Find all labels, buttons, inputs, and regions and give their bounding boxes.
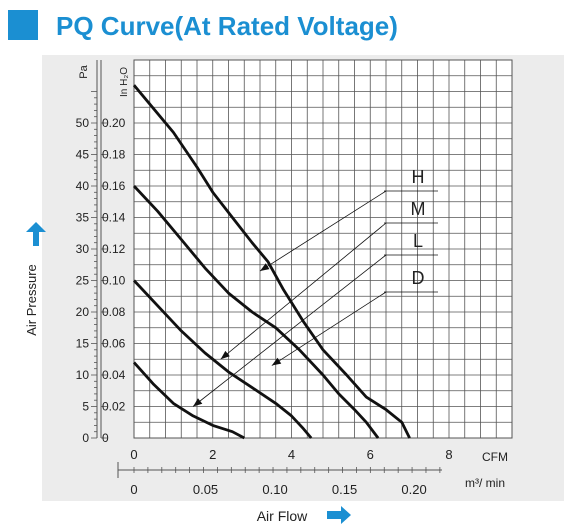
y-axis-arrow-icon <box>26 222 46 246</box>
metric-tick-label: 0 <box>130 482 137 497</box>
series-M-line <box>132 185 380 439</box>
x-axis-arrow-icon <box>327 506 351 524</box>
inh2o-tick-label: 0.12 <box>102 242 126 256</box>
grid <box>133 59 513 439</box>
plot-border <box>133 59 513 439</box>
label-group: 0510152025303540455000.020.040.060.080.1… <box>24 64 508 524</box>
pa-tick-label: 25 <box>76 274 90 288</box>
pa-tick-label: 20 <box>76 305 90 319</box>
callout-arrowhead-icon <box>271 357 282 366</box>
callout-label-D: D <box>412 268 425 288</box>
pa-tick-label: 50 <box>76 116 90 130</box>
cfm-tick-label: 4 <box>288 447 295 462</box>
callout-label-H: H <box>412 167 425 187</box>
page-title: PQ Curve(At Rated Voltage) <box>56 11 398 41</box>
inh2o-tick-label: 0.10 <box>102 274 126 288</box>
pa-tick-label: 5 <box>82 400 89 414</box>
inh2o-tick-label: 0.02 <box>102 400 126 414</box>
inh2o-tick-label: 0.14 <box>102 211 126 225</box>
y-axis-title: Air Pressure <box>24 264 39 336</box>
axes <box>91 60 442 478</box>
series-H-line <box>132 84 411 439</box>
pa-tick-label: 40 <box>76 179 90 193</box>
inh2o-tick-label: 0 <box>102 431 109 445</box>
metric-tick-label: 0.10 <box>262 482 287 497</box>
pa-tick-label: 35 <box>76 211 90 225</box>
callout-leader <box>271 291 387 366</box>
series-D-line <box>132 361 245 440</box>
metric-tick-label: 0.20 <box>401 482 426 497</box>
callout-leader <box>220 222 387 360</box>
pa-tick-label: 45 <box>76 148 90 162</box>
inh2o-tick-label: 0.08 <box>102 305 126 319</box>
cfm-tick-label: 8 <box>445 447 452 462</box>
cfm-tick-label: 2 <box>209 447 216 462</box>
callout-leader <box>259 190 387 272</box>
series-L-line <box>132 279 313 439</box>
inh2o-tick-label: 0.06 <box>102 337 126 351</box>
callout-leader <box>192 254 387 407</box>
pa-tick-label: 10 <box>76 368 90 382</box>
metric-tick-label: 0.05 <box>193 482 218 497</box>
callout-arrowhead-icon <box>193 398 203 407</box>
cfm-unit-label: CFM <box>482 450 508 464</box>
inh2o-tick-label: 0.20 <box>102 116 126 130</box>
cfm-tick-label: 0 <box>130 447 137 462</box>
inh2o-unit-label: In H₂O <box>119 67 130 97</box>
pa-tick-label: 30 <box>76 242 90 256</box>
inh2o-tick-label: 0.16 <box>102 179 126 193</box>
cfm-tick-label: 6 <box>367 447 374 462</box>
metric-tick-label: 0.15 <box>332 482 357 497</box>
x-axis-title: Air Flow <box>257 508 308 524</box>
pa-tick-label: 0 <box>82 431 89 445</box>
pa-unit-label: Pa <box>78 64 90 78</box>
callout-arrowhead-icon <box>220 350 230 360</box>
series-group <box>132 84 411 440</box>
callout-arrowhead-icon <box>260 263 270 272</box>
inh2o-tick-label: 0.04 <box>102 368 126 382</box>
pa-tick-label: 15 <box>76 337 90 351</box>
title-square-icon <box>8 10 38 40</box>
metric-unit-label: m³/ min <box>465 476 505 490</box>
inh2o-tick-label: 0.18 <box>102 148 126 162</box>
callout-label-M: M <box>411 199 426 219</box>
callout-label-L: L <box>413 231 423 251</box>
